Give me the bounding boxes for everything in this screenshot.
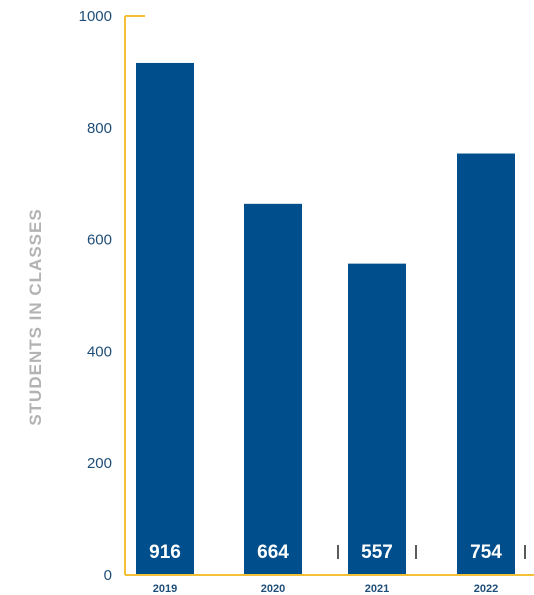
- x-axis-categories: 2019 2020 2021 2022: [153, 583, 498, 595]
- y-tick-label: 200: [87, 455, 112, 472]
- bar-2021: [348, 263, 406, 575]
- value-label-2022: 754: [470, 542, 502, 563]
- y-tick-label: 600: [87, 232, 112, 249]
- y-tick-label: 1000: [79, 8, 112, 25]
- x-category-label-2019: 2019: [153, 583, 177, 595]
- value-labels: 916 664 557 754: [149, 542, 502, 563]
- bar-2020: [244, 203, 302, 575]
- value-label-2019: 916: [149, 542, 181, 563]
- x-category-label-2021: 2021: [365, 583, 389, 595]
- bar-2022: [457, 153, 515, 575]
- y-axis-ticks: 0 200 400 600 800 1000: [79, 8, 112, 584]
- value-label-2021: 557: [361, 542, 393, 563]
- small-markers: [337, 545, 526, 559]
- y-axis-title: STUDENTS IN CLASSES: [26, 208, 45, 425]
- x-category-label-2020: 2020: [261, 583, 285, 595]
- y-tick-label: 0: [104, 567, 112, 584]
- bars: [136, 62, 515, 576]
- y-tick-label: 400: [87, 343, 112, 360]
- x-category-label-2022: 2022: [474, 583, 498, 595]
- value-label-2020: 664: [257, 542, 289, 563]
- y-tick-label: 800: [87, 120, 112, 137]
- bar-2019: [136, 62, 194, 576]
